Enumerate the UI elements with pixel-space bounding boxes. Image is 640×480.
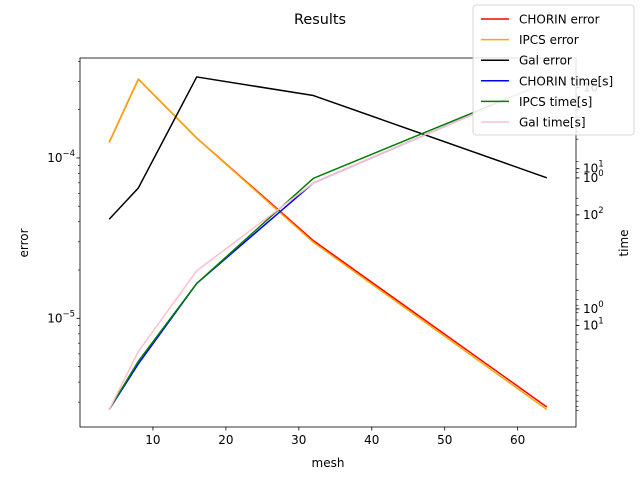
- legend-label: CHORIN time[s]: [519, 74, 613, 88]
- tick-base: 10: [583, 162, 598, 176]
- series-line-4: [108, 81, 548, 410]
- series-line-1: [108, 78, 548, 411]
- x-tick-label: 10: [145, 433, 160, 447]
- tick-exponent: −5: [62, 309, 75, 319]
- x-tick-label: 60: [510, 433, 525, 447]
- legend-label: IPCS time[s]: [519, 95, 592, 109]
- y-right-tick-label: 102: [583, 206, 604, 222]
- plot-area: [79, 57, 577, 428]
- x-tick-label: 20: [218, 433, 233, 447]
- tick-base: 10: [47, 151, 62, 165]
- x-tick-label: 50: [437, 433, 452, 447]
- tick-exponent: 1: [598, 160, 603, 170]
- tick-base: 10: [47, 311, 62, 325]
- legend-label: IPCS error: [519, 33, 579, 47]
- y-right-tick-label: 100: [583, 169, 604, 185]
- y-right-tick-label: 101: [583, 317, 604, 333]
- tick-exponent: 1: [598, 317, 603, 327]
- y-axis-right-label: time: [617, 229, 631, 256]
- tick-exponent: 0: [598, 169, 603, 179]
- legend-label: CHORIN error: [519, 13, 600, 27]
- y-left-tick-label: 10−5: [47, 309, 75, 325]
- tick-base: 10: [583, 171, 598, 185]
- tick-exponent: 2: [598, 206, 603, 216]
- legend-label: Gal time[s]: [519, 116, 586, 130]
- x-axis: 10 20 30 40 50 60: [145, 427, 525, 447]
- x-tick-label: 40: [364, 433, 379, 447]
- y-right-tick-label: 100: [583, 300, 604, 316]
- tick-base: 10: [583, 208, 598, 222]
- y-axis-left-label: error: [17, 228, 31, 257]
- legend: CHORIN error IPCS error Gal error CHORIN ti…: [472, 4, 635, 136]
- y-left-tick-label: 10−4: [47, 149, 75, 165]
- x-tick-label: 30: [291, 433, 306, 447]
- tick-exponent: −4: [62, 149, 75, 159]
- y-right-tick-label: 101: [583, 160, 604, 176]
- tick-base: 10: [583, 319, 598, 333]
- tick-exponent: 0: [598, 300, 603, 310]
- legend-box: [472, 4, 635, 136]
- x-axis-label: mesh: [312, 456, 345, 470]
- legend-label: Gal error: [519, 54, 572, 68]
- series-line-5: [108, 81, 548, 410]
- tick-base: 10: [583, 302, 598, 316]
- y-axis-left: 10−410−5: [47, 61, 80, 403]
- chart-title: Results: [294, 12, 346, 28]
- series-line-2: [108, 76, 548, 220]
